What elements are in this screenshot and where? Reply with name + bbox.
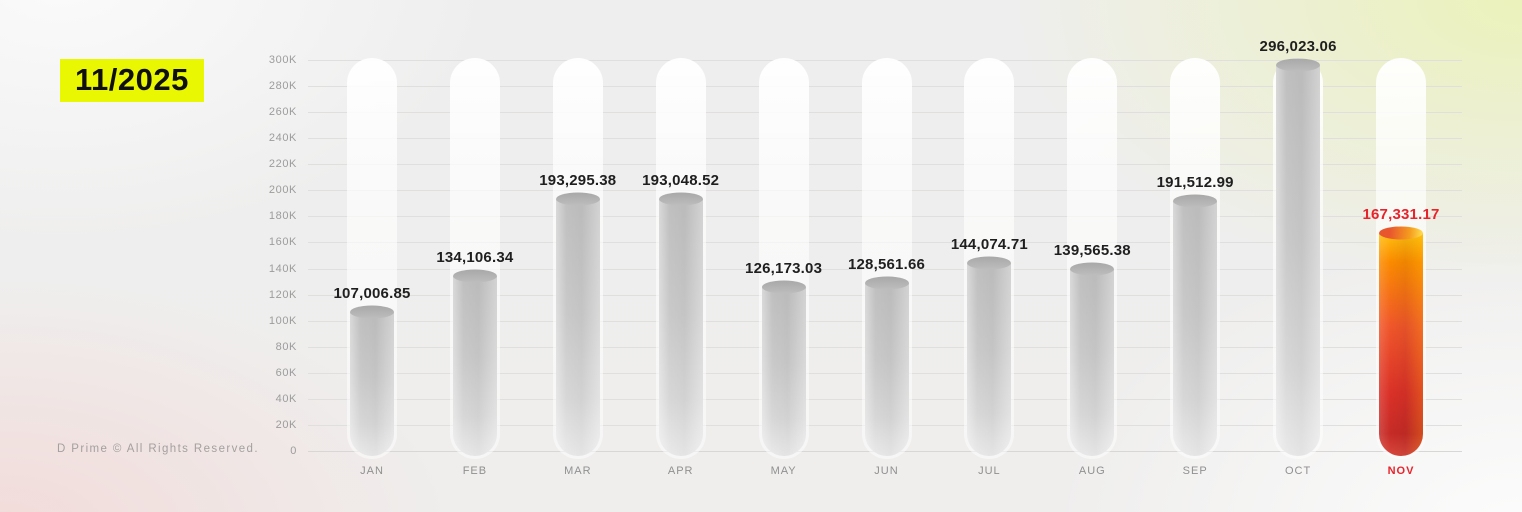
y-tick-label: 280K: [268, 80, 297, 93]
bar-jun[interactable]: [864, 276, 909, 456]
month-label-oct: OCT: [1284, 465, 1312, 477]
bar-top-ellipse: [555, 192, 600, 206]
bar-value-label: 191,512.99: [1156, 174, 1234, 192]
y-tick-label: 0: [290, 445, 297, 457]
y-tick-label: 20K: [275, 418, 297, 431]
bar-value-label: 193,048.52: [642, 172, 720, 190]
bar-top-ellipse: [1276, 58, 1321, 72]
y-tick-label: 160K: [268, 236, 297, 249]
bar-aug[interactable]: [1070, 262, 1115, 456]
bar-value-label: 128,561.66: [847, 256, 926, 274]
bar-apr[interactable]: [658, 192, 703, 456]
y-tick-label: 240K: [268, 132, 297, 145]
month-label-may: MAY: [770, 465, 797, 477]
bar-sep[interactable]: [1173, 194, 1218, 456]
bar-top-ellipse: [658, 192, 703, 206]
bar-mar[interactable]: [555, 192, 600, 456]
y-tick-label: 100K: [268, 314, 297, 327]
bar-top-ellipse: [761, 280, 806, 294]
month-label-feb: FEB: [462, 465, 488, 477]
y-tick-label: 40K: [275, 392, 297, 405]
y-tick-label: 120K: [268, 288, 297, 301]
bar-value-label: 167,331.17: [1362, 205, 1440, 223]
y-tick-label: 60K: [275, 366, 297, 379]
bar-value-label: 144,074.71: [950, 236, 1028, 254]
month-label-aug: AUG: [1078, 465, 1106, 477]
period-badge: 11/2025: [60, 59, 204, 102]
bar-oct[interactable]: [1276, 58, 1321, 456]
bar-jan[interactable]: [350, 305, 394, 456]
month-label-nov: NOV: [1387, 465, 1415, 477]
bar-value-label: 134,106.34: [436, 249, 514, 267]
y-tick-label: 80K: [275, 340, 297, 353]
month-label-mar: MAR: [564, 465, 592, 477]
bar-value-label: 139,565.38: [1053, 242, 1131, 260]
bar-top-ellipse: [350, 305, 394, 319]
bar-top-ellipse: [967, 256, 1012, 270]
bar-nov[interactable]: [1379, 226, 1423, 456]
y-tick-label: 180K: [268, 210, 297, 223]
bar-top-ellipse: [1173, 194, 1218, 208]
y-tick-label: 140K: [268, 262, 297, 275]
bar-top-ellipse: [1379, 226, 1423, 240]
bar-top-ellipse: [452, 269, 497, 283]
y-tick-label: 200K: [268, 184, 297, 197]
y-tick-label: 300K: [268, 54, 297, 66]
bar-feb[interactable]: [452, 269, 497, 456]
bar-value-label: 107,006.85: [333, 284, 411, 302]
bar-may[interactable]: [761, 280, 806, 456]
month-label-jul: JUL: [978, 465, 1001, 477]
bar-jul[interactable]: [967, 256, 1012, 456]
bar-value-label: 193,295.38: [539, 172, 617, 190]
bar-top-ellipse: [864, 276, 909, 290]
bar-top-ellipse: [1070, 262, 1115, 276]
y-tick-label: 260K: [268, 106, 297, 119]
bar-value-label: 296,023.06: [1259, 38, 1337, 56]
month-label-jun: JUN: [874, 465, 899, 477]
month-label-sep: SEP: [1182, 465, 1208, 477]
copyright-text: D Prime © All Rights Reserved.: [57, 443, 259, 455]
month-label-jan: JAN: [360, 465, 384, 477]
bar-value-label: 126,173.03: [745, 259, 823, 277]
y-tick-label: 220K: [268, 158, 297, 171]
month-label-apr: APR: [667, 465, 694, 477]
